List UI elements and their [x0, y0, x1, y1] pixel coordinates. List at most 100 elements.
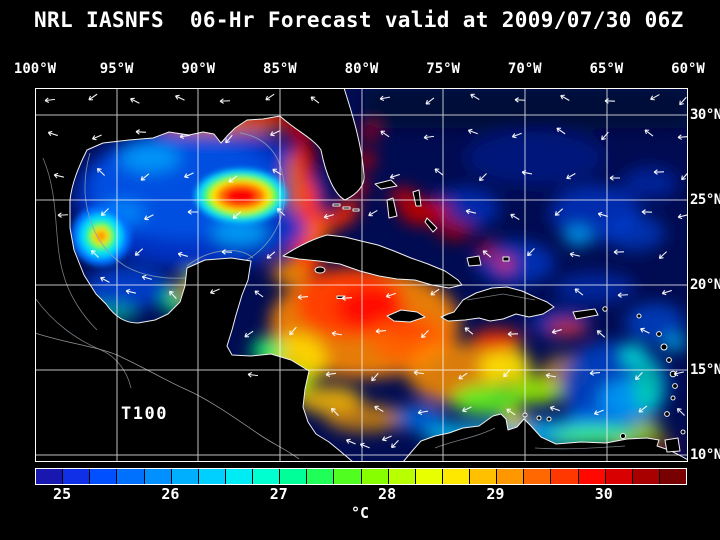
puerto-rico — [572, 308, 599, 320]
page-title: NRL IASNFS 06-Hr Forecast valid at 2009/… — [34, 8, 684, 32]
vector-arrow-icon — [478, 173, 487, 182]
vector-arrow-icon — [609, 175, 620, 181]
colorbar-tick-label: 25 — [53, 485, 72, 503]
vector-arrow-icon — [323, 213, 334, 220]
lat-label: 25°N — [690, 191, 720, 208]
vector-arrow-icon — [310, 96, 320, 104]
longitude-axis: 100°W 95°W 90°W 85°W 80°W 75°W 70°W 65°W 60°W — [14, 61, 705, 79]
vector-arrow-icon — [96, 167, 105, 176]
colorbar-segment — [307, 469, 335, 484]
colorbar-segment — [388, 469, 416, 484]
vector-arrow-icon — [514, 97, 526, 103]
lon-label: 95°W — [99, 61, 134, 77]
florida-keys-2 — [342, 206, 351, 210]
colorbar-segment — [171, 469, 199, 484]
lon-label: 90°W — [181, 61, 216, 77]
vector-arrow-icon — [385, 292, 396, 299]
colorbar-segment — [632, 469, 660, 484]
vector-arrow-icon — [175, 94, 185, 101]
florida-keys-1 — [332, 203, 341, 207]
cuba — [282, 234, 463, 289]
vector-arrow-icon — [425, 97, 435, 105]
vector-arrow-icon — [465, 208, 476, 215]
bahamas-eleuthera — [412, 189, 422, 207]
vector-arrow-icon — [673, 370, 684, 377]
curacao — [536, 415, 542, 421]
latitude-axis-left: 30°N25°N20°N15°N10°N — [0, 88, 66, 463]
turks-caicos — [502, 256, 510, 262]
vector-arrow-icon — [545, 372, 557, 379]
colorbar-segment — [90, 469, 118, 484]
map-border — [35, 88, 688, 462]
vector-arrow-icon — [91, 134, 102, 141]
vector-arrow-icon — [661, 289, 672, 296]
vector-arrow-icon — [232, 211, 242, 219]
vector-arrow-icon — [569, 251, 580, 258]
dominica — [666, 357, 672, 363]
colorbar-segment — [361, 469, 389, 484]
vector-arrow-icon — [125, 288, 136, 295]
vector-arrow-icon — [560, 94, 570, 101]
vector-arrow-icon — [270, 130, 280, 137]
graticule-grid — [35, 88, 688, 462]
vector-arrow-icon — [677, 134, 688, 140]
vector-arrow-icon — [556, 127, 566, 135]
st-martin — [636, 313, 642, 319]
vector-arrow-icon — [297, 294, 309, 300]
vector-arrow-icon — [381, 435, 392, 442]
vector-arrow-icon — [330, 407, 339, 416]
vector-arrow-icon — [184, 172, 194, 179]
bahamas-grand — [374, 179, 398, 190]
vector-arrow-icon — [676, 407, 685, 416]
vector-arrow-icon — [389, 173, 400, 180]
margarita — [620, 433, 626, 439]
colorbar-segment — [36, 469, 64, 484]
colorbar-segment — [497, 469, 525, 484]
temperature-field — [75, 88, 688, 453]
colorbar-ticks: 25 26 27 28 29 30 — [35, 485, 685, 503]
vector-arrow-icon — [44, 97, 56, 103]
forecast-map: T100 — [35, 88, 688, 462]
vector-arrow-icon — [266, 251, 276, 259]
vector-arrow-icon — [551, 328, 562, 335]
vector-arrow-icon — [265, 93, 275, 101]
grenada — [664, 411, 670, 417]
vector-arrow-icon — [375, 328, 387, 334]
vector-arrow-icon — [247, 372, 259, 378]
colorbar-segment — [605, 469, 633, 484]
colorbar-segment — [524, 469, 552, 484]
colorbar-segment — [225, 469, 253, 484]
vector-arrow-icon — [423, 134, 435, 140]
vector-arrow-icon — [380, 130, 390, 138]
colorbar — [35, 468, 687, 485]
vector-arrow-icon — [134, 248, 144, 256]
vector-arrow-icon — [482, 250, 492, 258]
jamaica — [386, 309, 426, 323]
vector-arrow-icon — [641, 209, 653, 215]
vector-arrow-icon — [434, 168, 444, 176]
vector-arrow-icon — [653, 169, 665, 175]
vector-arrow-icon — [597, 211, 608, 218]
colorbar-segment — [578, 469, 606, 484]
vector-arrow-icon — [141, 274, 152, 281]
colorbar-segment — [659, 469, 686, 484]
lon-label: 60°W — [671, 61, 705, 77]
vector-arrow-icon — [221, 249, 233, 255]
vector-arrow-icon — [638, 405, 648, 413]
colorbar-tick-label: 27 — [269, 485, 288, 503]
south-america — [402, 413, 688, 462]
vector-arrow-icon — [100, 208, 109, 217]
lat-label: 20°N — [690, 277, 720, 294]
vector-arrow-icon — [90, 249, 99, 258]
hispaniola — [440, 286, 555, 322]
vector-arrow-icon — [276, 207, 285, 216]
vector-arrow-icon — [462, 406, 472, 413]
vector-arrow-icon — [593, 409, 604, 416]
bahamas-exuma — [424, 217, 438, 233]
vector-arrow-icon — [596, 330, 606, 338]
lon-label: 70°W — [507, 61, 542, 77]
vector-arrow-icon — [368, 209, 378, 217]
vector-arrow-icon — [374, 405, 384, 413]
vector-arrow-icon — [179, 133, 191, 139]
